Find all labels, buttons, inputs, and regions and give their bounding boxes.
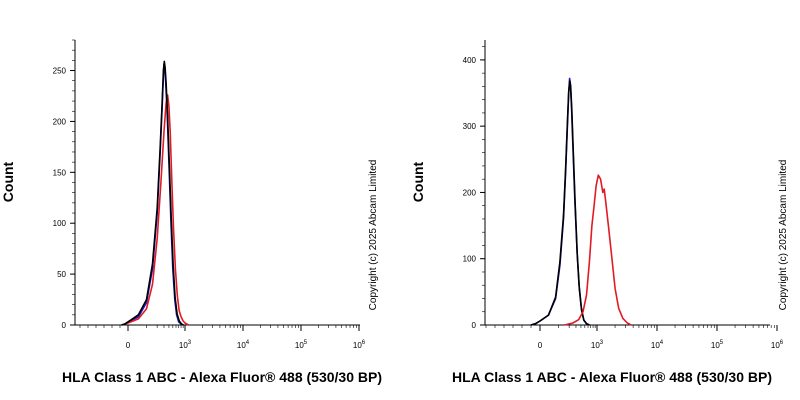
x-tick-label: 106 [771,340,784,350]
y-tick-label: 0 [472,321,477,330]
x-tick-label: 0 [538,341,543,350]
copyright-text: Copyright (c) 2025 Abcam Limited [368,160,379,311]
y-tick-label: 250 [53,67,67,76]
y-tick-label: 150 [53,168,67,177]
x-axis-label: HLA Class 1 ABC - Alexa Fluor® 488 (530/… [452,369,772,385]
x-tick-label: 0 [126,341,131,350]
y-tick-label: 100 [463,255,477,264]
x-axis-label: HLA Class 1 ABC - Alexa Fluor® 488 (530/… [62,369,382,385]
histogram-panel-right: Count HLA Class 1 ABC - Alexa Fluor® 488… [410,40,789,385]
histogram-series-2 [530,80,590,326]
plot-area: 0 50 100 150 200 250 0 103 104 105 106 [53,39,366,350]
y-tick-label: 400 [463,56,477,65]
y-tick-label: 0 [62,321,67,330]
histogram-panel-left: Count HLA Class 1 ABC - Alexa Fluor® 488… [0,39,382,385]
histogram-series-2 [121,94,189,326]
x-tick-label: 104 [651,340,664,350]
x-tick-label: 105 [711,340,724,350]
copyright-text: Copyright (c) 2025 Abcam Limited [778,160,789,311]
histogram-series-1 [530,77,590,326]
y-axis-label: Count [0,161,16,202]
histogram-series-3 [121,60,184,326]
x-tick-label: 104 [237,340,250,350]
y-tick-label: 50 [57,270,66,279]
y-axis-label: Count [410,161,426,202]
x-tick-label: 103 [591,340,604,350]
y-tick-label: 200 [53,117,67,126]
x-tick-label: 103 [179,340,192,350]
x-tick-label: 106 [353,340,366,350]
y-tick-label: 100 [53,219,67,228]
y-tick-label: 200 [463,188,477,197]
y-tick-label: 300 [463,122,477,131]
x-tick-label: 105 [295,340,308,350]
histogram-series-3 [564,174,632,326]
plot-area: 0 100 200 300 400 0 103 104 105 106 [463,40,784,350]
